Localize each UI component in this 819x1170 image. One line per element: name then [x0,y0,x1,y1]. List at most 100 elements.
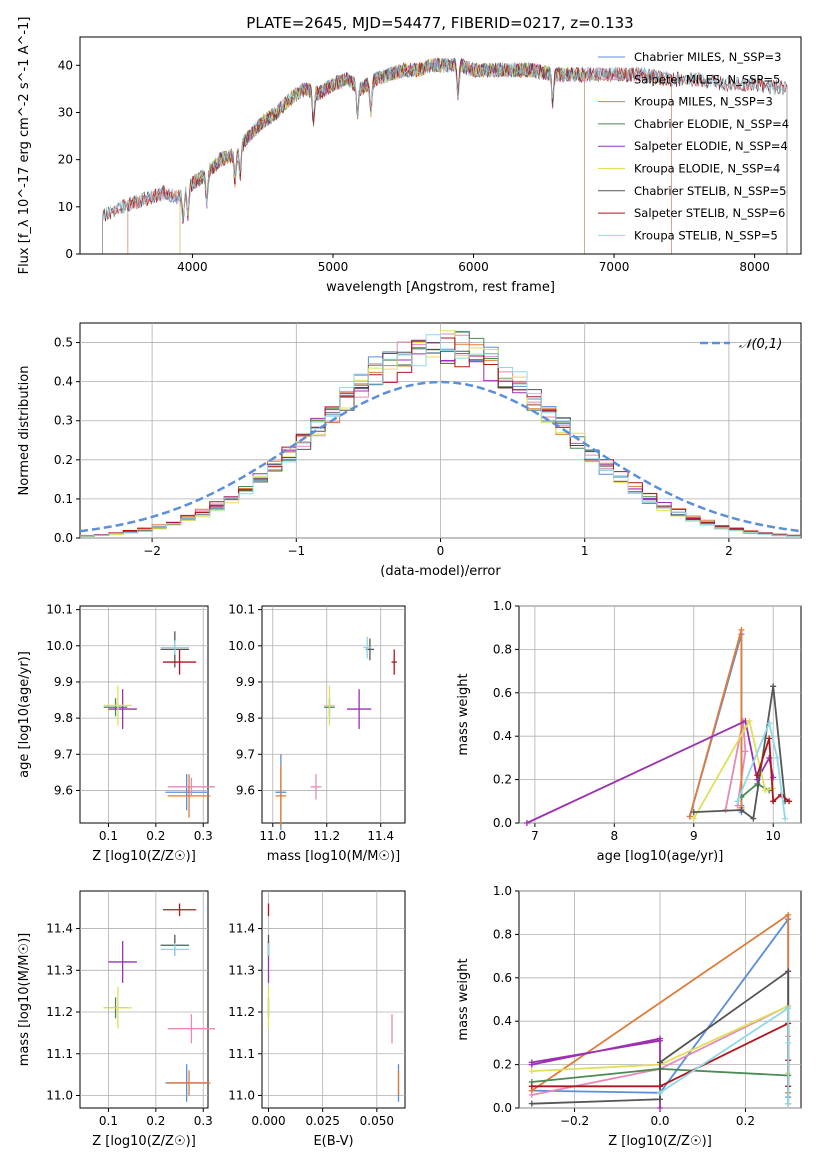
series-marker [785,1005,792,1012]
y-tick-label: 0.4 [493,729,512,743]
series-marker [528,1100,535,1107]
y-axis-label: mass weight [456,673,471,755]
series-marker [785,911,792,918]
x-tick-label: −1 [287,544,305,558]
hist-kroupa-stelib [80,334,801,537]
series-marker [657,1083,663,1090]
chart-massweight_vs_age: 7 8 9 10 0.0 0.2 0.4 0.6 0.8 1.0 age [log10(age/yr… [456,599,802,864]
y-axis-label: Flux [f_λ 10^-17 erg cm^-2 s^-1 A^-1] [17,17,32,275]
x-tick-label: 7 [531,829,539,843]
x-tick-label: 8 [611,829,619,843]
y-tick-label: 0.2 [54,453,73,467]
figure-title: PLATE=2645, MJD=54477, FIBERID=0217, z=0… [246,14,633,32]
y-tick-label: 9.8 [236,711,255,725]
y-axis-label: Normed distribution [17,366,32,496]
chart-massweight_vs_Z: −0.2 0.0 0.2 0.0 0.2 0.4 0.6 0.8 1.0 Z [log10(Z/Z… [456,884,802,1149]
x-tick-label: 1 [581,544,589,558]
legend-label: Salpeter STELIB, N_SSP=6 [634,206,785,220]
series-line-kroupa-elodie [693,718,774,820]
x-axis-label: Z [log10(Z/Z☉)] [92,849,196,864]
series-marker [754,772,761,779]
series-marker [686,813,693,820]
y-tick-label: 10.1 [46,603,73,617]
point-salpeter-miles [310,774,322,800]
spectrum-line-kroupa-stelib [102,57,788,254]
x-axis-label: (data-model)/error [380,564,501,579]
series-marker [774,754,781,761]
y-tick-label: 20 [58,153,73,167]
x-tick-label: 0.025 [305,1114,339,1128]
x-tick-label: 0.2 [146,1114,165,1128]
series-marker [782,815,789,822]
y-tick-label: 11.2 [228,1005,255,1019]
y-tick-label: 0.5 [54,336,73,350]
x-axis-label: mass [log10(M/M☉)] [267,849,400,864]
spectrum-line-salpeter-miles [127,58,672,254]
y-axis-label: age [log10(age/yr)] [17,651,32,778]
legend-label: Salpeter MILES, N_SSP=5 [634,72,780,86]
series-marker [734,798,741,805]
point-kroupa-miles [167,1070,211,1096]
x-tick-label: 10 [766,829,781,843]
legend-label: Chabrier STELIB, N_SSP=5 [634,184,786,198]
y-tick-label: 0.6 [493,971,512,985]
y-tick-label: 0.6 [493,686,512,700]
y-tick-label: 9.7 [54,747,73,761]
spectrum-line-chabrier-stelib [102,57,788,254]
y-tick-label: 9.6 [236,783,255,797]
point-salpeter-stelib [391,649,397,675]
x-tick-label: 0.1 [99,829,118,843]
point-kroupa-miles [275,765,287,827]
y-tick-label: 9.9 [54,675,73,689]
x-tick-label: 0.2 [736,1114,755,1128]
x-tick-label: 0.050 [360,1114,394,1128]
y-tick-label: 11.0 [46,1088,73,1102]
point-kroupa-elodie [103,986,133,1029]
point-salpeter-miles [167,1014,216,1044]
y-tick-label: 0 [65,247,73,261]
series-marker [657,1105,663,1111]
series-marker [528,1083,535,1090]
axes-frame [79,890,209,1109]
y-tick-label: 0.4 [54,375,73,389]
x-tick-label: 9 [690,829,698,843]
point-salpeter-elodie [346,689,372,729]
y-tick-label: 11.2 [46,1005,73,1019]
legend: Chabrier MILES, N_SSP=3 Salpeter MILES, N… [598,50,789,242]
legend-label: Chabrier MILES, N_SSP=3 [634,50,781,64]
normal-reference-curve [79,380,802,533]
series-marker [750,815,757,822]
y-tick-label: 30 [58,105,73,119]
legend-label: Chabrier ELODIE, N_SSP=4 [634,117,789,131]
series-line-salpeter-elodie [531,1037,661,1108]
x-tick-label: 0 [437,544,445,558]
point-salpeter-stelib [162,649,197,675]
y-tick-label: 11.1 [228,1047,255,1061]
series-marker [657,1089,663,1096]
series-marker [770,798,777,805]
point-salpeter-elodie [108,941,137,983]
series-marker [746,718,753,725]
series-marker [657,1096,663,1103]
axes-frame [261,890,406,1109]
x-tick-label: 0.2 [146,829,165,843]
point-kroupa-miles [167,774,211,818]
series-line-kroupa-stelib [736,720,786,819]
x-axis-label: Z [log10(Z/Z☉)] [92,1134,196,1149]
spectrum-line-salpeter-stelib [102,57,788,254]
x-tick-label: 8000 [739,260,770,274]
point-kroupa-elodie [324,685,335,726]
y-tick-label: 0.0 [493,1101,512,1115]
y-tick-label: 1.0 [493,599,512,613]
y-tick-label: 0.2 [493,773,512,787]
y-tick-label: 0.0 [54,531,73,545]
y-tick-label: 1.0 [493,884,512,898]
chart-residuals: −2 −1 0 1 2 0.0 0.1 0.2 0.3 0.4 0.5 (data-model)/er… [17,322,802,579]
series-marker [738,806,745,813]
y-tick-label: 0.2 [493,1058,512,1072]
y-tick-label: 11.1 [46,1047,73,1061]
y-tick-label: 11.4 [228,922,255,936]
x-tick-label: 11.2 [313,829,340,843]
y-tick-label: 11.0 [228,1088,255,1102]
